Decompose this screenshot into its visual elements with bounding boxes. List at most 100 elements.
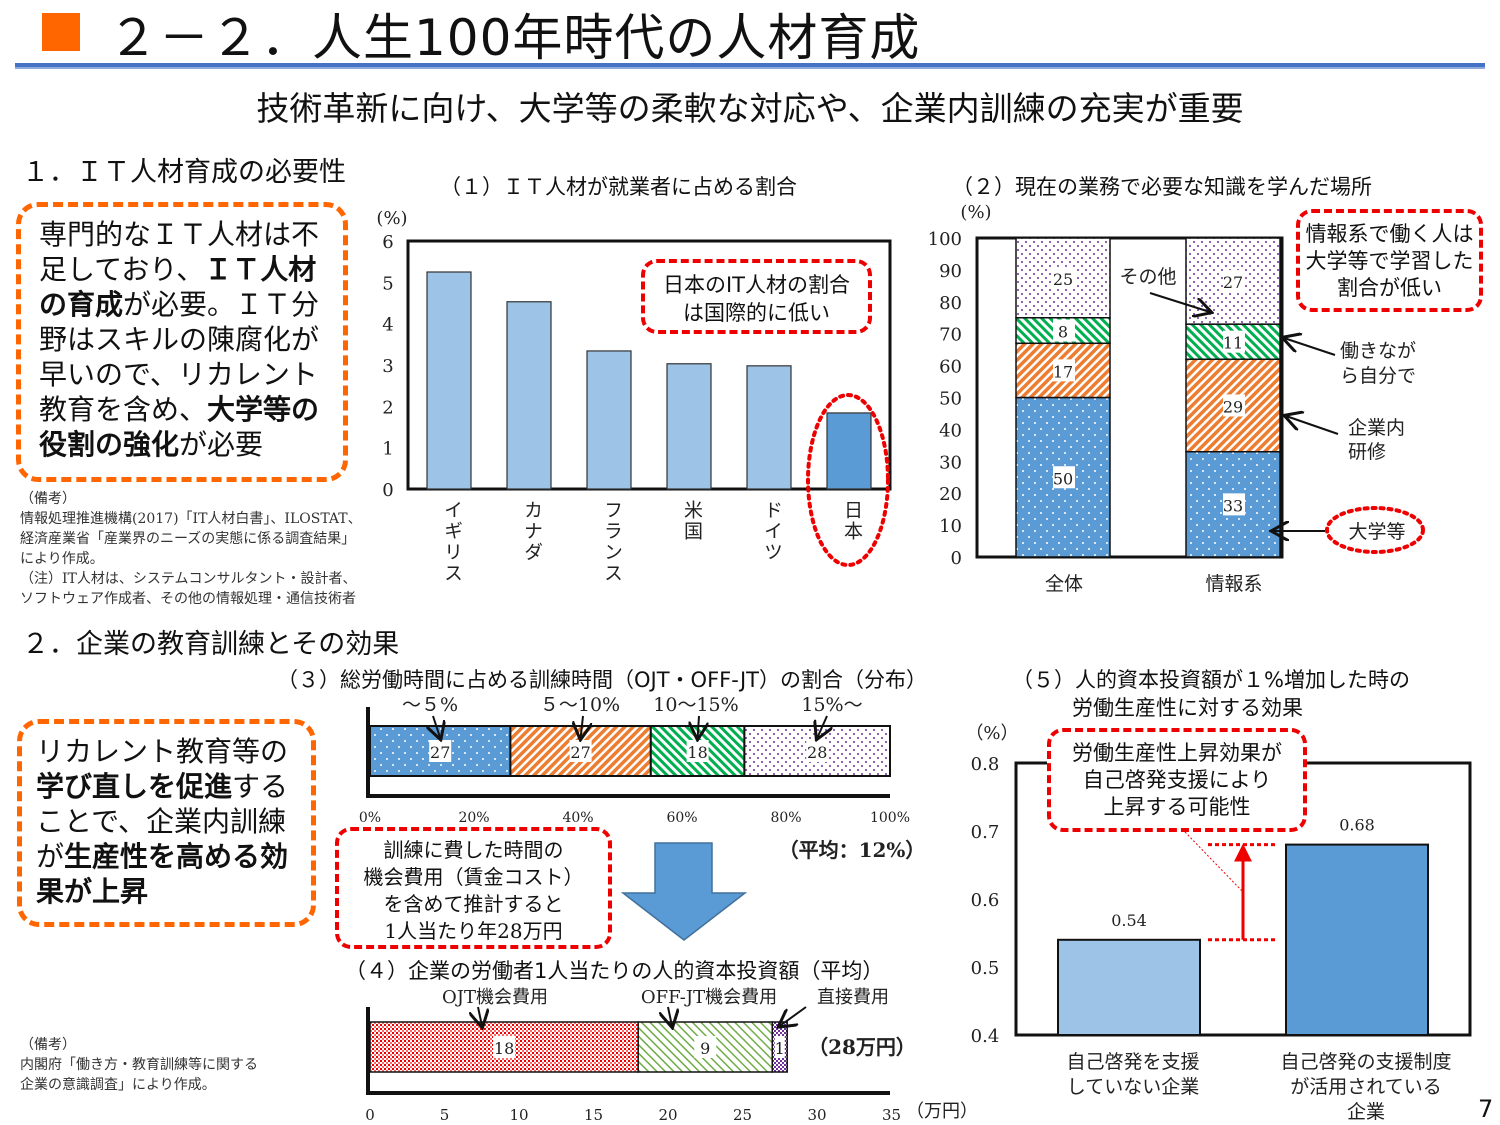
chart1-y-tick: 6 — [382, 232, 393, 253]
value-label-bg — [774, 1036, 785, 1058]
chart1-y-tick: 0 — [382, 480, 393, 501]
chart1-plot-frame — [406, 239, 892, 491]
arrow-icon — [478, 1006, 482, 1026]
arrow-icon — [581, 715, 583, 738]
summary-segment: 学び直しを促進 — [36, 770, 233, 803]
chart1-x-label: 米国 — [681, 500, 703, 542]
chart2-value-label: 25 — [1053, 270, 1073, 289]
chart1-y-tick: 4 — [382, 315, 393, 336]
chart2-callout: 情報系で働く人は 大学等で学習した 割合が低い — [1296, 209, 1483, 312]
chart2-y-tick: 70 — [939, 325, 962, 346]
arrow-icon — [668, 1006, 672, 1026]
chart3-callout: 訓練に費した時間の 機会費用（賃金コスト） を含めて推計すると 1人当たり年28万円 — [335, 827, 612, 949]
note-line: 経済産業省「産業界のニーズの実態に係る調査結果」 — [20, 531, 356, 547]
chart1-y-tick: 2 — [382, 397, 393, 418]
chart2-value-label: 33 — [1223, 496, 1243, 515]
chart5-title: 労働生産性に対する効果 — [1072, 696, 1303, 720]
value-label-bg — [1053, 266, 1075, 289]
chart4-x-tick: 20 — [658, 1106, 677, 1124]
chart4-value-label: 18 — [494, 1039, 514, 1058]
chart2-value-label: 29 — [1223, 397, 1243, 416]
chart3-average: （平均：12%） — [779, 838, 926, 862]
chart3-x-tick: 40% — [562, 810, 593, 826]
chart2-y-tick: 10 — [939, 516, 962, 537]
chart2-value-label: 50 — [1053, 469, 1073, 488]
chart3-value-label: 27 — [430, 743, 450, 762]
section2-heading: ２．企業の教育訓練とその効果 — [22, 629, 400, 660]
note-line: 情報処理推進機構(2017)「IT人材白書」、ILOSTAT、 — [20, 511, 362, 527]
value-label-bg — [1053, 466, 1075, 489]
value-label-bg — [686, 740, 709, 762]
chart1-bar — [826, 412, 872, 490]
title-divider — [15, 63, 1485, 69]
chart3-value-label: 28 — [807, 743, 827, 762]
callout-line: 割合が低い — [1337, 276, 1442, 300]
chart5-x-label: 企業 — [1347, 1101, 1385, 1123]
chart2-segment — [1185, 358, 1281, 453]
chart2-y-tick: 50 — [939, 389, 962, 410]
section1-notes: （備考） 情報処理推進機構(2017)「IT人材白書」、ILOSTAT、 経済産業省… — [20, 489, 362, 609]
summary-segment: 生産性を高める効果が上昇 — [36, 840, 289, 908]
chart5-bar — [1057, 938, 1201, 1036]
chart2-value-label: 11 — [1223, 334, 1243, 353]
univ-highlight-ellipse — [1325, 506, 1425, 554]
chart3-axes — [366, 707, 890, 798]
chart1-bar — [506, 301, 552, 490]
annotation-univ: 大学等 — [1348, 521, 1405, 543]
arrow-icon — [1149, 292, 1210, 312]
chart2-value-label: 17 — [1053, 362, 1073, 381]
value-label-bg — [1223, 493, 1245, 516]
chart3-x-tick: 60% — [666, 810, 697, 826]
chart2-title: （２）現在の業務で必要な知識を学んだ場所 — [952, 175, 1372, 199]
arrow-icon — [817, 715, 827, 738]
arrow-icon — [698, 715, 699, 738]
chart1-bar — [426, 271, 472, 490]
chart2-y-tick: 40 — [939, 420, 962, 441]
chart5-callout: 労働生産性上昇効果が 自己啓発支援により 上昇する可能性 — [1047, 728, 1307, 832]
chart5-title: （５）人的資本投資額が１%増加した時の — [1012, 668, 1410, 692]
callout-line: 1人当たり年28万円 — [384, 919, 563, 943]
callout-line: 情報系で働く人は — [1305, 222, 1474, 246]
chart3-value-label: 18 — [687, 743, 707, 762]
chart1-y-tick: 3 — [382, 356, 393, 377]
chart5-y-tick: 0.4 — [971, 1026, 1000, 1047]
summary-segment: が必要。ＩＴ分野はスキルの陳腐化が早いので、リカレント教育を含め、 — [39, 288, 320, 426]
callout-leader — [1184, 831, 1244, 893]
note-line: により作成。 — [20, 551, 104, 567]
summary-segment: 大学等の役割の強化 — [39, 393, 320, 461]
chart1-x-label: イギリス — [441, 500, 463, 584]
chart3-category-label: ～５% — [402, 694, 458, 716]
chart2-y-tick: 30 — [939, 452, 962, 473]
chart4-x-tick: 35 — [882, 1106, 901, 1124]
chart2-y-tick: 20 — [939, 484, 962, 505]
chart5-value-label: 0.68 — [1339, 816, 1375, 835]
chart1-title: （１）ＩＴ人材が就業者に占める割合 — [440, 175, 797, 199]
chart1-x-label: 日本 — [841, 500, 863, 542]
chart1-x-label: カナダ — [521, 500, 543, 563]
summary-segment: ＩＴ人材の育成 — [39, 253, 317, 321]
chart4-x-tick: 10 — [509, 1106, 528, 1124]
chart2-value-label: 8 — [1058, 323, 1068, 342]
value-label-bg — [493, 1036, 516, 1058]
chart3-value-label: 27 — [570, 743, 590, 762]
chart3-x-tick: 100% — [870, 810, 910, 826]
chart2-x-label: 全体 — [1045, 573, 1083, 595]
chart3-x-tick: 80% — [770, 810, 801, 826]
callout-line: 日本のIT人材の割合 — [662, 273, 851, 297]
value-label-bg — [1053, 359, 1075, 382]
callout-line: 労働生産性上昇効果が — [1072, 741, 1282, 765]
arrow-icon — [1286, 416, 1339, 435]
chart4-value-label: 1 — [775, 1039, 785, 1058]
callout-line: は国際的に低い — [683, 301, 830, 325]
chart1-callout: 日本のIT人材の割合 は国際的に低い — [641, 259, 872, 334]
page-number: 7 — [1478, 1095, 1494, 1123]
chart1-bar — [746, 365, 792, 490]
chart5-bar — [1285, 843, 1429, 1036]
note-line: （備考） — [20, 1037, 76, 1053]
chart2-y-tick: 0 — [951, 548, 962, 569]
summary-segment: 専門的なＩＴ人材は不足しており、 — [39, 218, 320, 286]
arrow-icon — [1284, 338, 1336, 356]
chart4-x-tick: 15 — [584, 1106, 603, 1124]
down-arrow-icon — [620, 842, 748, 941]
section1-heading: １．ＩＴ人材育成の必要性 — [22, 157, 346, 188]
